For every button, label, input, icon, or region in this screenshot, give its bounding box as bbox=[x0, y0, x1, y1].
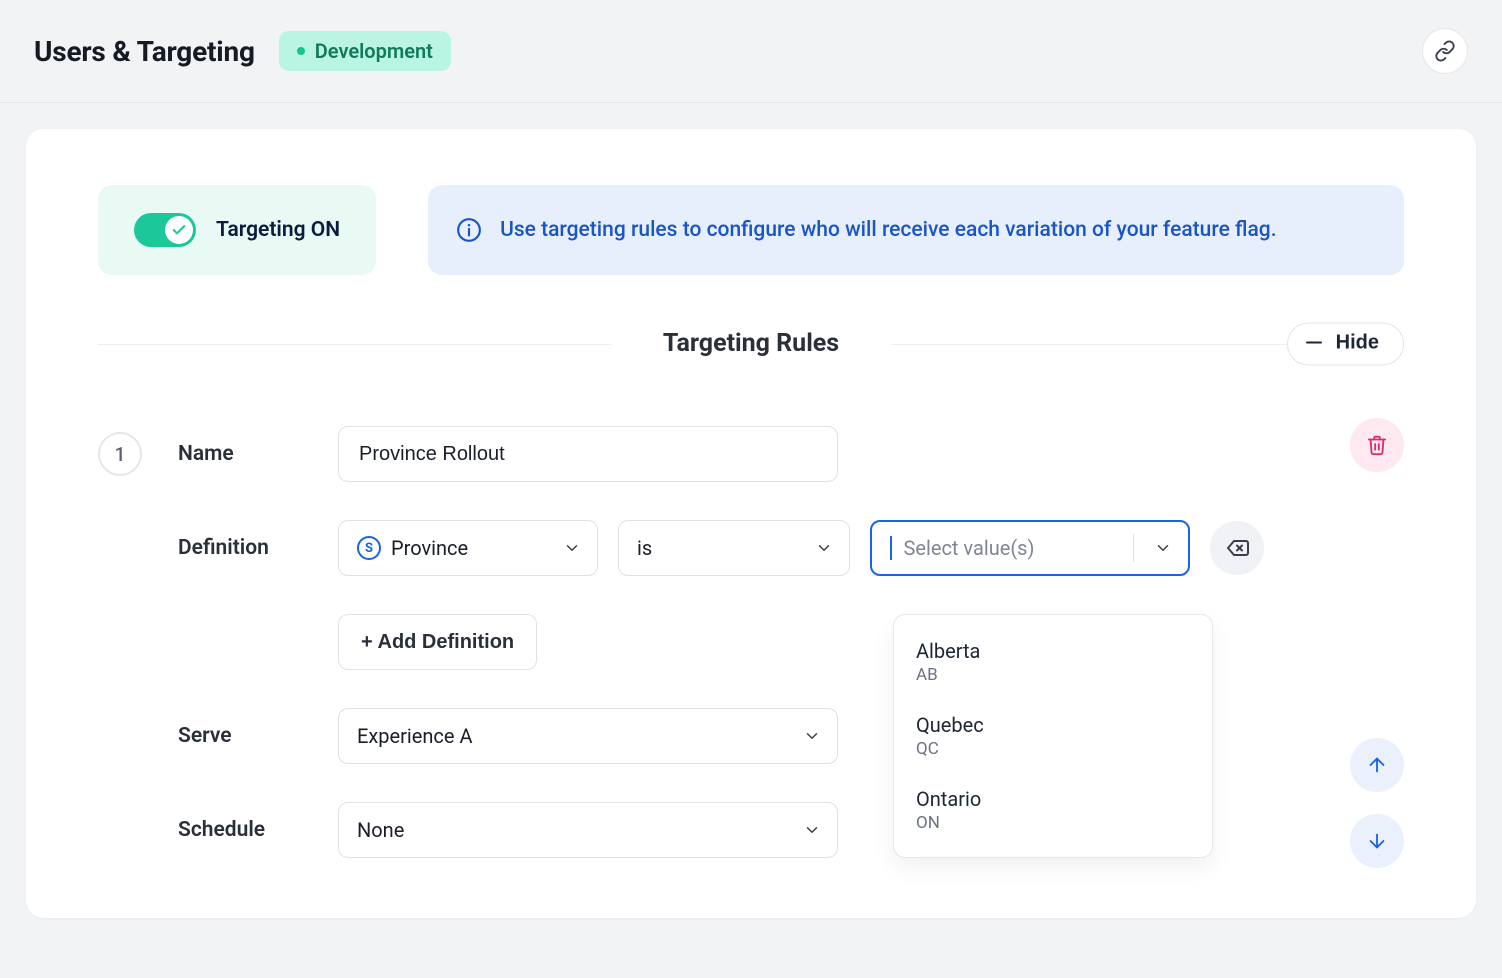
chevron-down-icon bbox=[803, 727, 821, 745]
info-banner-text: Use targeting rules to configure who wil… bbox=[500, 218, 1276, 242]
check-icon bbox=[171, 222, 187, 238]
operator-select-value: is bbox=[637, 536, 652, 560]
environment-label: Development bbox=[315, 39, 433, 63]
move-rule-up-button[interactable] bbox=[1350, 738, 1404, 792]
schedule-label: Schedule bbox=[178, 818, 328, 842]
environment-pill[interactable]: Development bbox=[279, 31, 451, 71]
environment-dot-icon bbox=[297, 47, 305, 55]
rule-block: 1 Name Definition S Province is bbox=[98, 426, 1404, 858]
minus-icon bbox=[1306, 342, 1322, 344]
title-group: Users & Targeting Development bbox=[34, 31, 451, 71]
text-cursor-icon bbox=[890, 536, 892, 560]
value-option[interactable]: Ontario ON bbox=[894, 773, 1212, 847]
section-title: Targeting Rules bbox=[639, 329, 863, 358]
copy-link-button[interactable] bbox=[1422, 28, 1468, 74]
chevron-down-icon bbox=[803, 821, 821, 839]
targeting-toggle-box: Targeting ON bbox=[98, 185, 376, 275]
property-select-value: Province bbox=[391, 536, 468, 560]
page-title: Users & Targeting bbox=[34, 35, 255, 68]
serve-label: Serve bbox=[178, 724, 328, 748]
delete-rule-button[interactable] bbox=[1350, 418, 1404, 472]
arrow-up-icon bbox=[1366, 754, 1388, 776]
hide-button[interactable]: Hide bbox=[1287, 322, 1404, 365]
schedule-select-value: None bbox=[357, 818, 404, 842]
trash-icon bbox=[1366, 434, 1388, 456]
definition-label: Definition bbox=[178, 536, 328, 560]
value-dropdown-menu: Alberta AB Quebec QC Ontario ON bbox=[893, 614, 1213, 858]
chevron-down-icon bbox=[1154, 539, 1172, 557]
targeting-toggle-label: Targeting ON bbox=[216, 218, 340, 242]
section-header: Targeting Rules Hide bbox=[98, 329, 1404, 358]
property-select[interactable]: S Province bbox=[338, 520, 598, 576]
add-definition-label: + Add Definition bbox=[361, 631, 514, 653]
value-option-label: Ontario bbox=[916, 787, 1190, 811]
value-option-code: AB bbox=[916, 665, 1190, 685]
targeting-card: Targeting ON Use targeting rules to conf… bbox=[26, 129, 1476, 918]
header-bar: Users & Targeting Development bbox=[0, 0, 1502, 103]
serve-select-value: Experience A bbox=[357, 724, 473, 748]
rule-nav-stack bbox=[1350, 738, 1404, 868]
hide-button-label: Hide bbox=[1336, 331, 1379, 354]
value-select[interactable]: Select value(s) bbox=[870, 520, 1190, 576]
rule-name-input[interactable] bbox=[338, 426, 838, 482]
targeting-top-row: Targeting ON Use targeting rules to conf… bbox=[98, 185, 1404, 275]
schedule-select[interactable]: None bbox=[338, 802, 838, 858]
info-banner: Use targeting rules to configure who wil… bbox=[428, 185, 1404, 275]
value-option-code: ON bbox=[916, 813, 1190, 833]
clear-value-button[interactable] bbox=[1210, 521, 1264, 575]
info-icon bbox=[456, 217, 482, 243]
value-option[interactable]: Quebec QC bbox=[894, 699, 1212, 773]
serve-select[interactable]: Experience A bbox=[338, 708, 838, 764]
value-option-code: QC bbox=[916, 739, 1190, 759]
value-option[interactable]: Alberta AB bbox=[894, 625, 1212, 699]
chevron-down-icon bbox=[815, 539, 833, 557]
move-rule-down-button[interactable] bbox=[1350, 814, 1404, 868]
string-type-icon: S bbox=[357, 536, 381, 560]
targeting-toggle[interactable] bbox=[134, 213, 196, 247]
name-label: Name bbox=[178, 442, 328, 466]
value-option-label: Alberta bbox=[916, 639, 1190, 663]
operator-select[interactable]: is bbox=[618, 520, 850, 576]
add-definition-button[interactable]: + Add Definition bbox=[338, 614, 537, 670]
arrow-down-icon bbox=[1366, 830, 1388, 852]
chevron-down-icon bbox=[563, 539, 581, 557]
backspace-icon bbox=[1225, 536, 1249, 560]
divider-icon bbox=[1133, 534, 1134, 562]
value-select-placeholder: Select value(s) bbox=[904, 536, 1035, 560]
link-icon bbox=[1434, 40, 1456, 62]
rule-number-badge: 1 bbox=[98, 432, 142, 476]
value-option-label: Quebec bbox=[916, 713, 1190, 737]
